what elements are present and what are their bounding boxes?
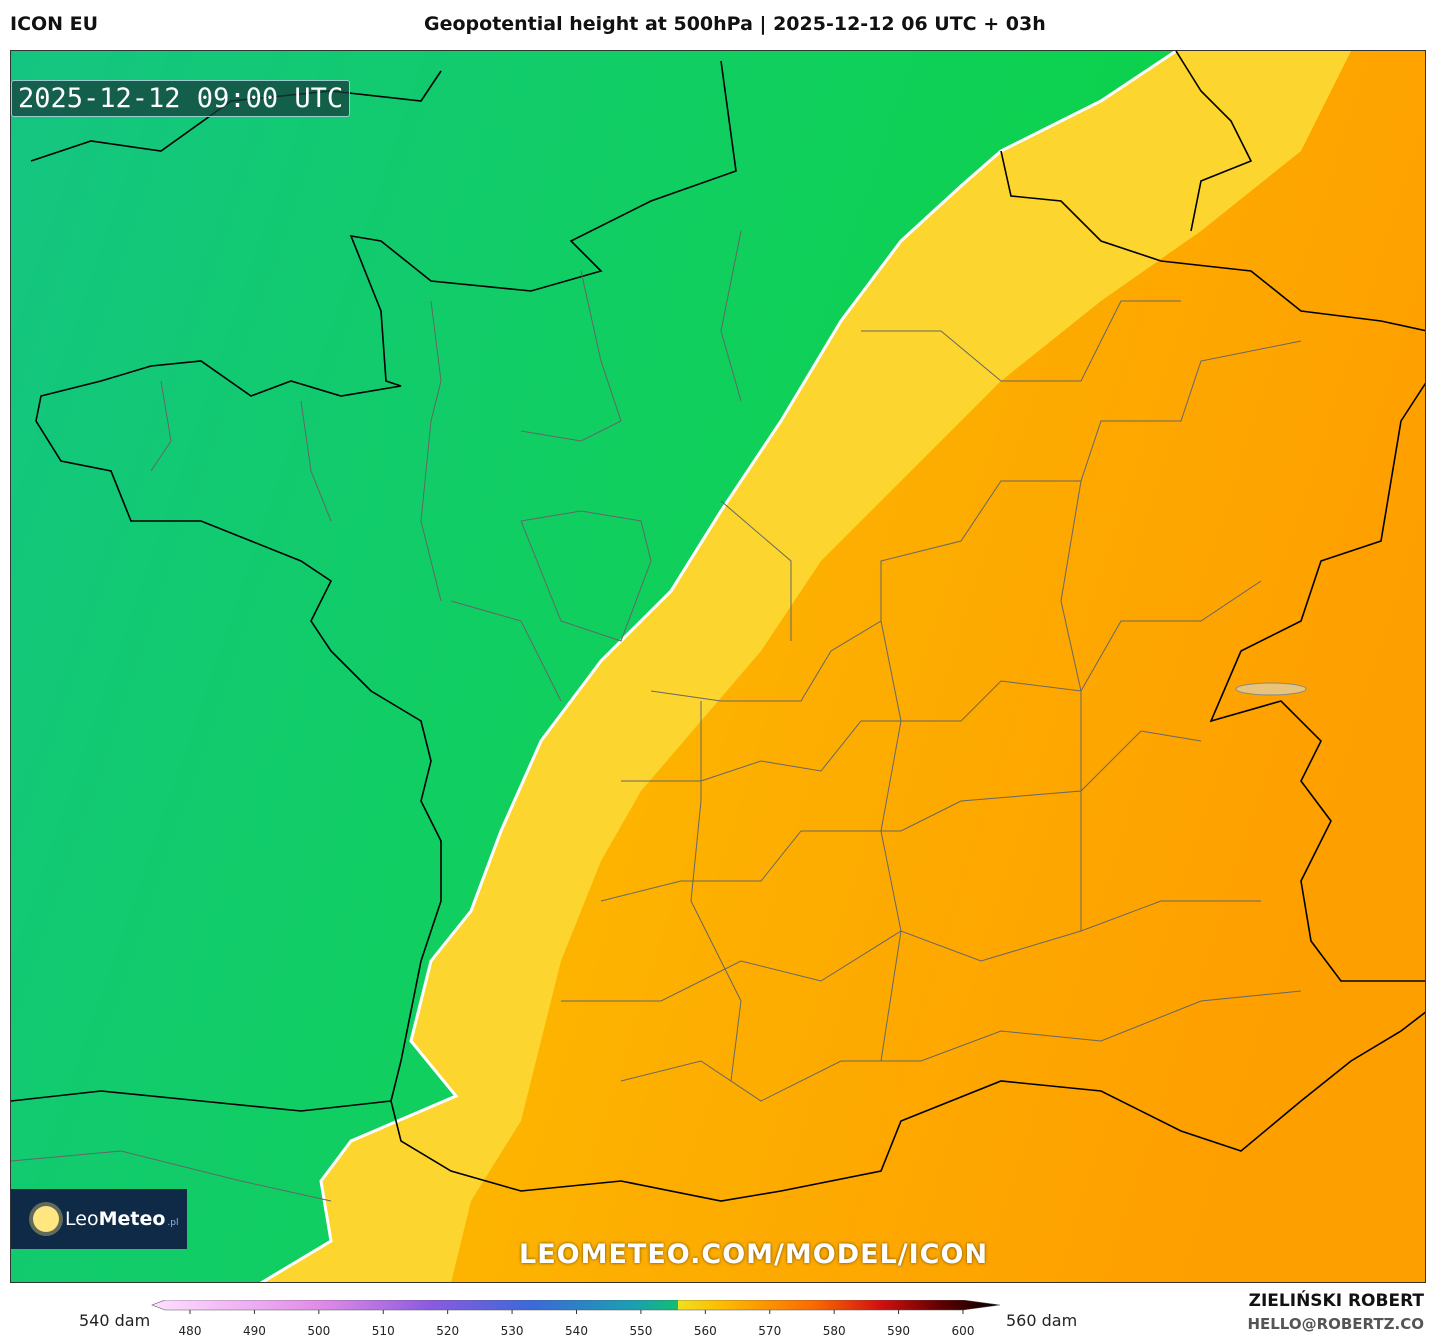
colorbar: 480 490 500 510 520 530 540 550 560 570 580 590 600 (151, 1300, 1001, 1338)
logo-text-bold: Meteo (98, 1208, 166, 1230)
colorbar-tick-label: 500 (307, 1324, 330, 1338)
colorbar-bar (151, 1300, 1001, 1311)
valid-time: 2025-12-12 09:00 UTC (11, 80, 351, 117)
region-borders (11, 230, 1302, 1202)
author: ZIELIŃSKI ROBERT (1248, 1291, 1424, 1311)
colorbar-tick-label: 540 (565, 1324, 588, 1338)
model-name: ICON EU (10, 13, 99, 35)
watermark: LEOMETEO.COM/MODEL/ICON (519, 1239, 989, 1270)
colorbar-tick-label: 490 (243, 1324, 266, 1338)
lake (1235, 682, 1307, 696)
map-canvas (11, 51, 1425, 1282)
colorbar-tick-label: 510 (372, 1324, 395, 1338)
colorbar-tick-label: 480 (179, 1324, 202, 1338)
colorbar-tick-label: 580 (823, 1324, 846, 1338)
map: 2025-12-12 09:00 UTC Leo Meteo .pl LEOMETE… (10, 50, 1426, 1283)
legend-left-label: 540 dam (79, 1311, 151, 1330)
chart-title: Geopotential height at 500hPa | 2025-12-… (424, 13, 1046, 35)
logo-text-light: Leo (65, 1208, 99, 1230)
colorbar-tick-label: 550 (629, 1324, 652, 1338)
email: HELLO@ROBERTZ.CO (1247, 1315, 1424, 1333)
contour-line (260, 51, 1177, 1282)
logo-sun (33, 1206, 59, 1232)
colorbar-tick-label: 570 (758, 1324, 781, 1338)
legend-right-label: 560 dam (1006, 1311, 1078, 1330)
coastline (11, 51, 1425, 1202)
colorbar-tick-label: 590 (887, 1324, 910, 1338)
colorbar-tick-label: 520 (436, 1324, 459, 1338)
colorbar-tick-label: 530 (501, 1324, 524, 1338)
logo-suffix: .pl (167, 1218, 179, 1228)
logo: Leo Meteo .pl (11, 1189, 187, 1249)
colorbar-tick-label: 600 (952, 1324, 975, 1338)
field-high (451, 51, 1425, 1282)
colorbar-tick-label: 560 (694, 1324, 717, 1338)
